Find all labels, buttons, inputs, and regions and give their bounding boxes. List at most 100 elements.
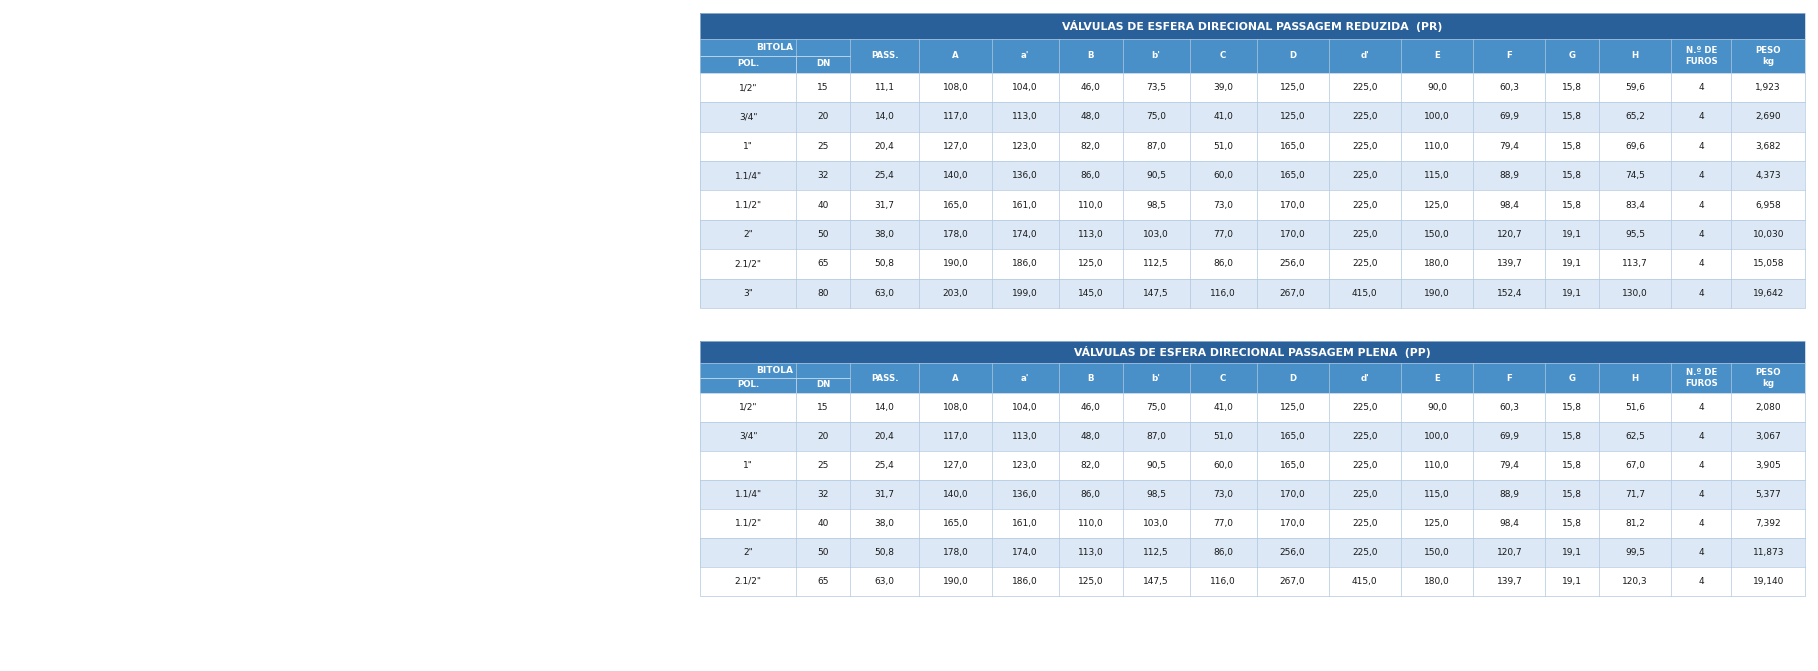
Text: 113,0: 113,0 [1078,230,1104,239]
Text: H: H [1631,52,1638,60]
Text: 51,0: 51,0 [1213,142,1233,151]
Text: 161,0: 161,0 [1013,519,1038,528]
Text: F: F [1507,374,1513,382]
Text: 1,923: 1,923 [1756,83,1782,92]
Text: 90,5: 90,5 [1145,461,1165,470]
Text: A: A [953,374,958,382]
Text: 3": 3" [744,289,753,298]
Text: 15,8: 15,8 [1562,83,1582,92]
Text: 20: 20 [818,432,829,441]
Bar [700,249,1805,278]
Text: 256,0: 256,0 [1280,260,1305,268]
Text: 103,0: 103,0 [1144,519,1169,528]
Text: 6,958: 6,958 [1756,201,1782,209]
Text: 4: 4 [1698,113,1703,121]
Bar [700,39,1805,73]
Text: 130,0: 130,0 [1622,289,1647,298]
Text: 59,6: 59,6 [1625,83,1645,92]
Text: 4: 4 [1698,490,1703,499]
Text: a': a' [1022,374,1029,382]
Text: 165,0: 165,0 [944,519,969,528]
Text: POL.: POL. [736,380,760,389]
Text: 161,0: 161,0 [1013,201,1038,209]
Text: 120,7: 120,7 [1496,548,1522,557]
Text: 15,8: 15,8 [1562,490,1582,499]
Text: 73,0: 73,0 [1213,490,1233,499]
Text: 50: 50 [818,230,829,239]
Text: 15,8: 15,8 [1562,403,1582,412]
Text: d': d' [1360,52,1369,60]
Text: 136,0: 136,0 [1013,490,1038,499]
Text: 98,5: 98,5 [1145,490,1165,499]
Text: 125,0: 125,0 [1280,83,1305,92]
Text: 19,642: 19,642 [1753,289,1783,298]
Text: 136,0: 136,0 [1013,171,1038,180]
Text: DN: DN [816,59,831,68]
Text: 267,0: 267,0 [1280,577,1305,586]
Text: 203,0: 203,0 [944,289,969,298]
Text: 3,905: 3,905 [1756,461,1782,470]
Text: 19,1: 19,1 [1562,260,1582,268]
Bar [700,13,1805,308]
Text: 180,0: 180,0 [1423,577,1451,586]
Text: 50: 50 [818,548,829,557]
Text: 14,0: 14,0 [874,113,894,121]
Text: 82,0: 82,0 [1080,461,1100,470]
Text: 82,0: 82,0 [1080,142,1100,151]
Text: 63,0: 63,0 [874,577,894,586]
Text: PASS.: PASS. [871,52,898,60]
Text: E: E [1434,374,1440,382]
Text: 103,0: 103,0 [1144,230,1169,239]
Text: 31,7: 31,7 [874,201,894,209]
Text: 174,0: 174,0 [1013,230,1038,239]
Text: 1/2": 1/2" [738,83,758,92]
Text: 152,4: 152,4 [1496,289,1522,298]
Text: F: F [1507,52,1513,60]
Text: 199,0: 199,0 [1013,289,1038,298]
Text: 90,0: 90,0 [1427,403,1447,412]
Bar [700,567,1805,596]
Text: 256,0: 256,0 [1280,548,1305,557]
Text: 225,0: 225,0 [1353,490,1378,499]
Text: 225,0: 225,0 [1353,201,1378,209]
Text: 4: 4 [1698,201,1703,209]
Text: BITOLA: BITOLA [756,43,793,52]
Text: 104,0: 104,0 [1013,403,1038,412]
Text: 51,6: 51,6 [1625,403,1645,412]
Text: 415,0: 415,0 [1353,577,1378,586]
Text: 4,373: 4,373 [1756,171,1782,180]
Text: VÁLVULAS DE ESFERA DIRECIONAL PASSAGEM PLENA  (PP): VÁLVULAS DE ESFERA DIRECIONAL PASSAGEM P… [1074,346,1431,358]
Text: 98,5: 98,5 [1145,201,1165,209]
Text: 139,7: 139,7 [1496,260,1522,268]
Text: 86,0: 86,0 [1213,548,1233,557]
Text: 71,7: 71,7 [1625,490,1645,499]
Text: 100,0: 100,0 [1423,113,1451,121]
Text: 2,690: 2,690 [1756,113,1782,121]
Text: 46,0: 46,0 [1080,403,1100,412]
Text: 170,0: 170,0 [1280,201,1305,209]
Text: 125,0: 125,0 [1423,519,1451,528]
Text: 104,0: 104,0 [1013,83,1038,92]
Text: 1.1/2": 1.1/2" [734,201,762,209]
Text: 73,5: 73,5 [1145,83,1165,92]
Text: DN: DN [816,380,831,389]
Text: 77,0: 77,0 [1213,519,1233,528]
Text: 38,0: 38,0 [874,519,894,528]
Text: 225,0: 225,0 [1353,83,1378,92]
Text: 100,0: 100,0 [1423,432,1451,441]
Text: D: D [1289,52,1296,60]
Bar [700,161,1805,191]
Text: BITOLA: BITOLA [756,366,793,375]
Text: 77,0: 77,0 [1213,230,1233,239]
Text: 178,0: 178,0 [944,548,969,557]
Text: 63,0: 63,0 [874,289,894,298]
Text: 113,0: 113,0 [1013,113,1038,121]
Bar [700,538,1805,567]
Text: 40: 40 [818,519,829,528]
Text: 95,5: 95,5 [1625,230,1645,239]
Text: 2": 2" [744,230,753,239]
Text: 225,0: 225,0 [1353,432,1378,441]
Text: PESO
kg: PESO kg [1756,46,1782,66]
Text: 110,0: 110,0 [1423,461,1451,470]
Text: 19,1: 19,1 [1562,577,1582,586]
